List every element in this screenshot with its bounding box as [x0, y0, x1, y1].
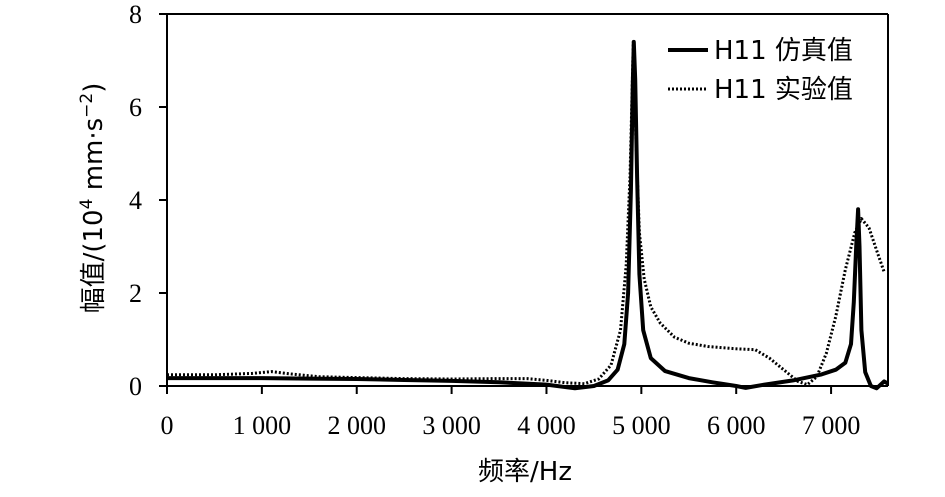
x-tick-label: 3 000	[422, 411, 481, 440]
series-line-simulated	[167, 39, 890, 391]
y-axis-title: 幅值/(104 mm·s−2)	[77, 83, 109, 314]
y-tick-label: 2	[129, 279, 142, 308]
y-ticks: 0 2 4 6 8	[129, 0, 167, 401]
y-axis-title-main: 幅值/(10	[79, 209, 109, 313]
x-tick-label: 2 000	[327, 411, 386, 440]
x-tick-label: 7 000	[802, 411, 861, 440]
x-tick-label: 0	[161, 411, 174, 440]
y-tick-label: 6	[129, 93, 142, 122]
plot-lines	[167, 39, 890, 391]
x-tick-label: 4 000	[517, 411, 576, 440]
x-tick-label: 5 000	[612, 411, 671, 440]
y-tick-label: 0	[129, 372, 142, 401]
y-tick-label: 4	[129, 186, 142, 215]
y-tick-label: 8	[129, 0, 142, 29]
x-tick-label: 1 000	[233, 411, 292, 440]
y-axis-title-close: )	[79, 83, 109, 93]
x-ticks: 0 1 000 2 000 3 000 4 000 5 000 6 000 7 000	[161, 386, 861, 440]
legend-label-experimental: H11 实验值	[714, 75, 853, 105]
y-axis-title-unit-sup: −2	[77, 93, 97, 118]
y-axis-title-unit: mm·s	[79, 118, 109, 199]
legend: H11 仿真值 H11 实验值	[668, 36, 853, 105]
x-axis-title: 频率/Hz	[478, 457, 572, 487]
x-tick-label: 6 000	[707, 411, 766, 440]
y-axis-title-sup: 4	[77, 199, 97, 210]
legend-label-simulated: H11 仿真值	[714, 36, 853, 66]
series-line-experimental	[167, 40, 886, 387]
